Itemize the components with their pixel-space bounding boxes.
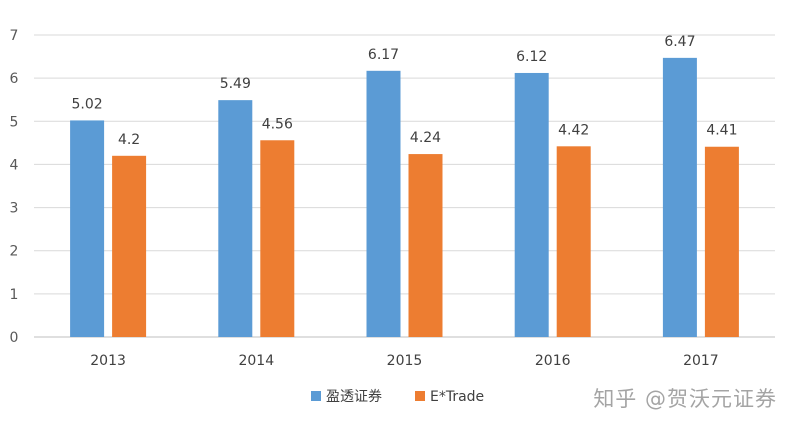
bar [366, 70, 401, 338]
data-label: 4.2 [118, 132, 140, 148]
data-label: 6.12 [516, 49, 547, 65]
y-tick-label: 5 [10, 114, 19, 130]
bar [70, 120, 105, 338]
bar [704, 146, 739, 337]
bar [112, 155, 147, 337]
bars [70, 57, 739, 338]
bar [218, 100, 253, 337]
x-tick-label: 2015 [387, 353, 423, 369]
bar [260, 140, 295, 337]
bar [662, 57, 697, 337]
data-label: 6.17 [368, 47, 399, 63]
x-tick-label: 2017 [683, 353, 719, 369]
data-label: 4.42 [558, 122, 589, 138]
y-tick-label: 6 [10, 71, 19, 87]
bar [556, 146, 591, 337]
data-label: 4.56 [262, 116, 293, 132]
data-labels: 5.02 4.2 5.49 4.56 6.17 4.24 6.12 4.42 6.47 4.41 [72, 34, 738, 148]
x-tick-label: 2013 [90, 353, 126, 369]
legend-label: E*Trade [430, 389, 484, 405]
legend-swatch [415, 391, 425, 401]
y-tick-label: 2 [10, 244, 19, 260]
x-axis-tick-labels: 2013 2014 2015 2016 2017 [90, 353, 718, 369]
bar [514, 72, 549, 338]
x-tick-label: 2016 [535, 353, 571, 369]
legend-swatch [311, 391, 321, 401]
y-tick-label: 1 [10, 287, 19, 303]
x-tick-label: 2014 [238, 353, 274, 369]
watermark-text: 知乎 @贺沃元证券 [593, 387, 777, 411]
data-label: 6.47 [664, 34, 695, 50]
legend-label: 盈透证券 [326, 389, 382, 405]
data-label: 4.24 [410, 130, 441, 146]
bar [408, 154, 443, 337]
legend: 盈透证券 E*Trade [311, 389, 484, 405]
data-label: 4.41 [706, 123, 737, 139]
y-axis-tick-labels: 0 1 2 3 4 5 6 7 [10, 28, 19, 346]
y-tick-label: 7 [10, 28, 19, 44]
y-tick-label: 3 [10, 201, 19, 217]
y-tick-label: 4 [10, 157, 19, 173]
data-label: 5.49 [220, 76, 251, 92]
data-label: 5.02 [72, 96, 103, 112]
y-tick-label: 0 [10, 330, 19, 346]
gridlines [34, 34, 775, 338]
